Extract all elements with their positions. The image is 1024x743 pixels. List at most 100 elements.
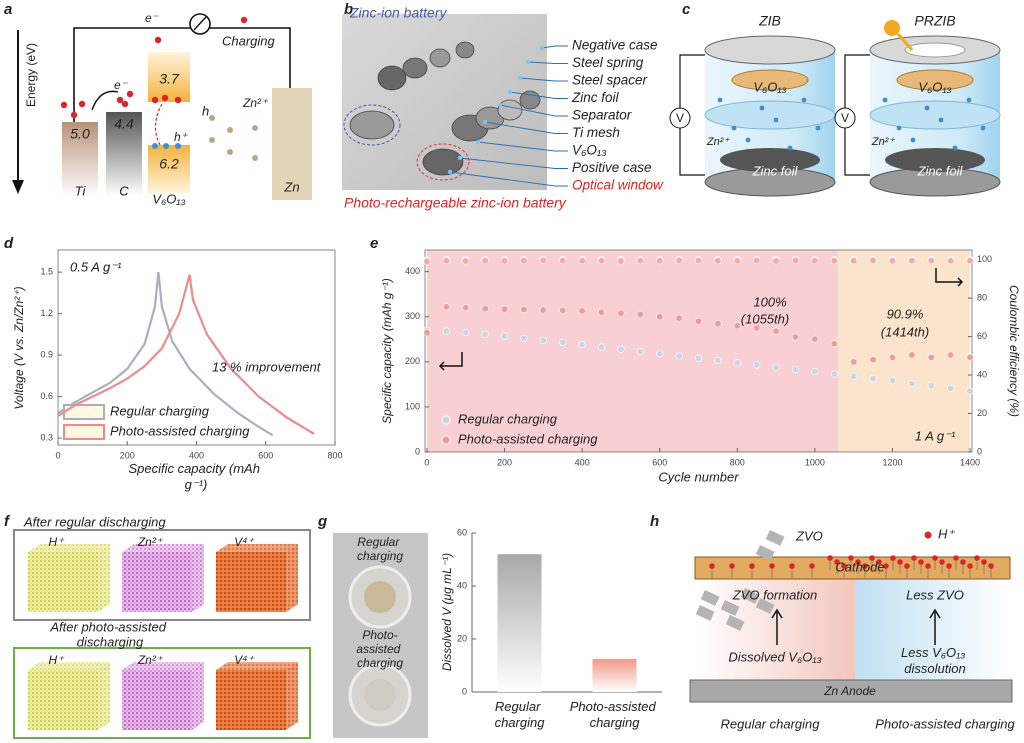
label-line: g⁻¹) xyxy=(185,477,208,492)
proton xyxy=(946,563,952,569)
ion xyxy=(227,149,233,155)
label-line: Regular xyxy=(495,699,544,714)
panel-letter: d xyxy=(4,235,14,252)
x-tick-label: 600 xyxy=(652,457,667,467)
x-tick-label: 200 xyxy=(497,457,512,467)
label: Separator xyxy=(572,108,632,123)
label: Regular charging xyxy=(720,716,820,731)
ion xyxy=(175,143,181,149)
y2-tick-label: 100 xyxy=(977,254,992,264)
proton xyxy=(841,563,847,569)
axis-label: Energy (eV) xyxy=(24,43,38,107)
annotation: 90.9% xyxy=(887,306,924,321)
label: 4.4 xyxy=(114,116,134,132)
cube-top xyxy=(122,544,204,552)
region xyxy=(695,579,855,680)
x-tick-label: 800 xyxy=(327,450,342,460)
proton xyxy=(939,559,945,565)
ion xyxy=(980,125,986,131)
panel-letter: b xyxy=(344,1,353,18)
cube-side xyxy=(286,662,298,730)
group-title: After regular discharging xyxy=(23,514,166,529)
data-point xyxy=(947,351,955,359)
annotation: 13 % improvement xyxy=(212,359,322,374)
proton xyxy=(904,563,910,569)
legend-label: Regular charging xyxy=(458,411,558,426)
data-point xyxy=(520,305,528,314)
leader-line xyxy=(509,91,568,99)
element-label: V⁴⁺ xyxy=(234,653,255,667)
ion xyxy=(910,137,916,143)
proton xyxy=(848,555,854,561)
label-line: discharging xyxy=(77,635,144,650)
x-tick-label: 1000 xyxy=(805,457,825,467)
leader-line xyxy=(484,121,568,134)
ion xyxy=(882,97,888,103)
ion xyxy=(759,105,765,111)
coin-center xyxy=(364,679,396,711)
ion xyxy=(773,117,779,123)
data-point xyxy=(927,382,935,390)
y-tick-label: 0.6 xyxy=(40,391,53,401)
label: Steel spacer xyxy=(572,73,648,88)
zvo-particle xyxy=(740,587,760,604)
zvo-particle xyxy=(700,589,720,606)
data-point xyxy=(850,372,858,380)
data-point xyxy=(908,351,916,359)
data-point xyxy=(908,256,916,265)
group-frame xyxy=(13,529,311,621)
shaded-region xyxy=(426,250,839,452)
label: Zinc foil xyxy=(571,90,620,105)
cube xyxy=(28,670,98,730)
data-point xyxy=(830,370,838,378)
ion xyxy=(924,105,930,111)
label: e⁻ xyxy=(145,11,160,25)
data-point xyxy=(675,256,683,264)
c-band xyxy=(106,112,142,196)
ion xyxy=(209,137,215,143)
annotation: 100% xyxy=(753,294,786,309)
zvo-particle xyxy=(765,530,785,546)
element-label: H⁺ xyxy=(49,535,66,549)
panel-letter: a xyxy=(4,1,12,18)
ion xyxy=(252,125,258,131)
data-point xyxy=(423,257,431,266)
series-line xyxy=(57,274,315,435)
element-label: Zn²⁺ xyxy=(137,653,164,667)
proton xyxy=(953,555,959,561)
proton xyxy=(883,563,889,569)
electron xyxy=(70,111,78,119)
zvo-particle xyxy=(720,600,740,616)
battery-part xyxy=(429,48,451,68)
label-line: After photo-assisted xyxy=(49,620,169,635)
data-point xyxy=(733,322,741,330)
battery-part xyxy=(377,65,407,91)
cell-cap xyxy=(704,35,836,65)
panel-letter: f xyxy=(4,513,11,530)
label: Photo-assisted charging xyxy=(875,716,1015,731)
panel-letter: c xyxy=(682,1,691,18)
label-line: charging xyxy=(590,715,641,730)
y2-tick-label: 0 xyxy=(977,446,982,456)
label: Less V₆O₁₃ dissolution xyxy=(901,645,969,676)
label: Cathode xyxy=(835,559,884,574)
label: Zn xyxy=(283,179,299,194)
marker xyxy=(457,155,463,161)
y-tick-label: 40 xyxy=(457,580,467,590)
proton xyxy=(827,555,833,561)
data-point xyxy=(791,256,800,264)
annotation: (1055th) xyxy=(741,311,789,326)
data-point xyxy=(442,256,450,265)
element-label: V⁴⁺ xyxy=(234,535,255,549)
label: Charging xyxy=(222,33,276,48)
window xyxy=(904,42,966,58)
y-tick-label: 400 xyxy=(405,266,420,276)
cube xyxy=(28,552,98,612)
data-point xyxy=(869,374,877,383)
leader-line xyxy=(541,45,568,49)
axis-arrow xyxy=(935,268,964,287)
ion xyxy=(717,97,723,103)
data-point xyxy=(927,353,935,361)
label-line: charging xyxy=(357,549,403,563)
group-frame xyxy=(13,647,311,739)
